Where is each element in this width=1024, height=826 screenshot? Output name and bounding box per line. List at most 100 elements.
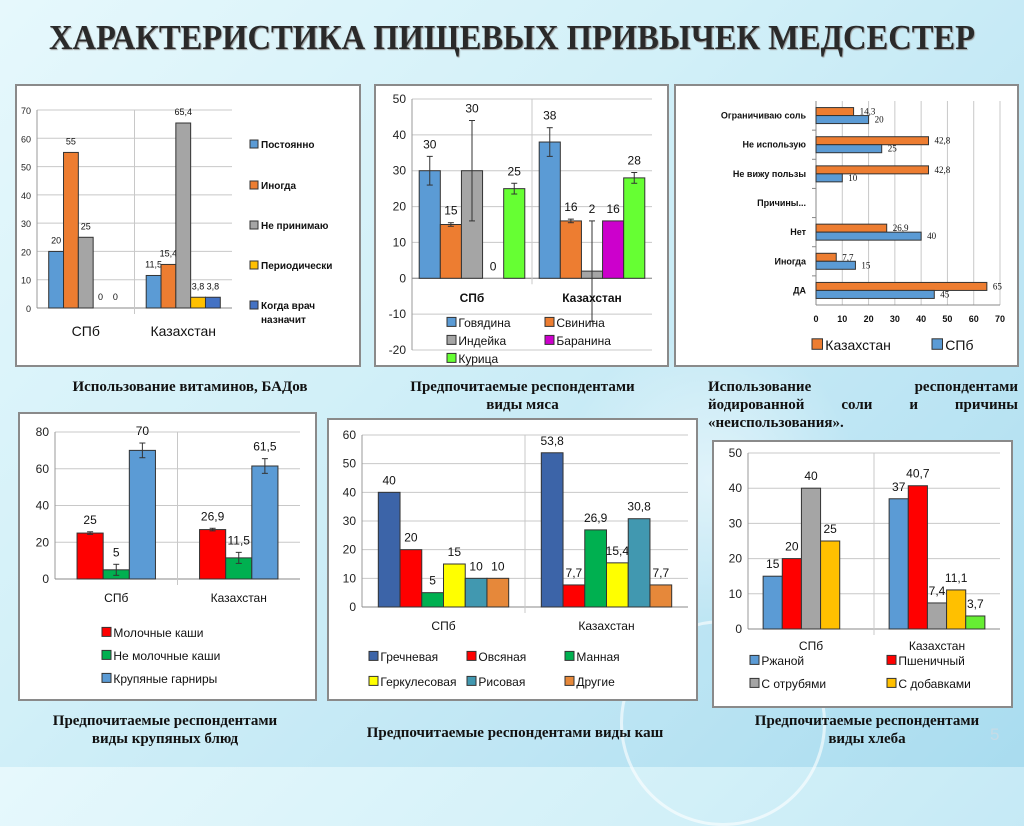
vitamins-bar	[175, 122, 192, 309]
salt-data-label: 15	[861, 260, 871, 270]
meat-data-label: 16	[606, 202, 620, 216]
salt-category-label: Нет	[790, 227, 806, 237]
vitamins-bar	[160, 263, 177, 309]
bread-ytick-label: 0	[735, 622, 742, 636]
porridge-data-label: 30,8	[627, 500, 651, 514]
vitamins-legend-label-cont: назначит	[261, 315, 306, 326]
porridge-bar	[649, 584, 673, 608]
meat-data-label: 0	[490, 259, 497, 273]
salt-category-label: Не вижу пользы	[733, 169, 806, 179]
bread-bar	[926, 602, 948, 630]
chart-box-bread	[712, 440, 1013, 708]
meat-legend-label: Курица	[458, 352, 498, 366]
salt-bar	[815, 231, 922, 241]
bread-bar	[965, 615, 986, 630]
meat-legend-swatch	[446, 352, 457, 363]
porridge-bar	[486, 577, 510, 608]
bread-legend-swatch	[749, 677, 760, 688]
meat-category-label: Казахстан	[562, 291, 622, 305]
vitamins-data-label: 15,4	[160, 248, 178, 258]
meat-data-label: 30	[465, 102, 479, 116]
bread-legend-label: Пшеничный	[898, 654, 964, 668]
vitamins-ytick-label: 70	[21, 106, 31, 116]
porridge-bar	[562, 584, 586, 608]
cereal_dishes-bar	[251, 465, 279, 580]
caption-cereal-line1: Предпочитаемые респондентами	[52, 713, 278, 729]
porridge-bar	[464, 577, 488, 608]
porridge-bar	[584, 529, 607, 608]
salt-legend-swatch	[931, 338, 943, 350]
salt-data-label: 40	[927, 231, 937, 241]
meat-data-label: 28	[628, 154, 642, 168]
porridge-legend-swatch	[466, 650, 477, 661]
salt-xtick-label: 60	[969, 314, 979, 324]
caption-porridge: Предпочитаемые респондентами виды каш	[366, 725, 664, 741]
bread-bar	[907, 485, 928, 630]
vitamins-data-label: 65,4	[174, 107, 192, 117]
salt-bar	[815, 144, 883, 154]
bread-data-label: 15	[766, 557, 780, 571]
salt-xtick-label: 0	[813, 314, 818, 324]
porridge-data-label: 5	[429, 574, 436, 588]
vitamins-category-label: СПб	[72, 323, 100, 339]
porridge-legend-swatch	[564, 650, 575, 661]
porridge-bar	[399, 549, 423, 608]
meat-data-label: 30	[423, 137, 437, 151]
cereal_dishes-ytick-label: 0	[42, 572, 49, 586]
meat-ytick-label: 20	[393, 200, 407, 214]
porridge-data-label: 10	[469, 559, 483, 573]
meat-bar	[623, 177, 646, 279]
salt-category-label: Не использую	[743, 140, 807, 150]
meat-legend-swatch	[446, 316, 457, 327]
meat-ytick-label: 40	[393, 128, 407, 142]
porridge-ytick-label: 50	[343, 457, 357, 471]
meat-legend-swatch	[544, 334, 555, 345]
salt-legend-swatch	[811, 338, 823, 350]
porridge-data-label: 26,9	[584, 511, 608, 525]
porridge-legend-label: Гречневая	[380, 650, 438, 664]
salt-data-label: 7,7	[842, 252, 854, 262]
porridge-ytick-label: 30	[343, 514, 357, 528]
porridge-bar	[377, 491, 401, 608]
bread-bar	[800, 487, 822, 630]
salt-data-label: 42,8	[935, 165, 951, 175]
salt-xtick-label: 20	[864, 314, 874, 324]
salt-data-label: 25	[888, 144, 898, 154]
porridge-data-label: 7,7	[652, 566, 669, 580]
salt-xtick-label: 50	[942, 314, 952, 324]
vitamins-legend-swatch	[249, 300, 259, 310]
caption-bread-line1: Предпочитаемые респондентами	[754, 713, 980, 729]
porridge-legend-swatch	[564, 675, 575, 686]
bread-bar	[781, 558, 802, 630]
vitamins-ytick-label: 50	[21, 163, 31, 173]
meat-bar	[559, 220, 582, 279]
salt-data-label: 14,3	[860, 107, 876, 117]
cereal_dishes-data-label: 61,5	[253, 440, 277, 454]
caption-cereal-dishes: Предпочитаемые респондентами виды крупян…	[20, 712, 310, 748]
bread-data-label: 25	[823, 522, 837, 536]
meat-bar	[602, 220, 625, 279]
porridge-data-label: 40	[382, 473, 396, 487]
porridge-ytick-label: 20	[343, 543, 357, 557]
salt-bar	[815, 107, 855, 117]
vitamins-legend-swatch	[249, 139, 259, 149]
bread-bar	[762, 575, 783, 630]
cereal_dishes-category-label: СПб	[104, 591, 128, 605]
cereal_dishes-bar	[128, 449, 156, 580]
cereal_dishes-data-label: 70	[136, 424, 150, 438]
salt-category-label: Ограничиваю соль	[721, 111, 807, 121]
bread-data-label: 40,7	[906, 467, 930, 481]
meat-data-label: 38	[543, 109, 557, 123]
vitamins-bar	[63, 151, 79, 309]
cereal_dishes-ytick-label: 40	[36, 499, 50, 513]
vitamins-category-label: Казахстан	[150, 323, 216, 339]
salt-xtick-label: 70	[995, 314, 1005, 324]
vitamins-legend-label: Когда врач	[261, 301, 315, 312]
salt-data-label: 20	[875, 115, 885, 125]
salt-category-label: Причины...	[757, 198, 806, 208]
salt-bar	[815, 252, 837, 262]
porridge-legend-swatch	[466, 675, 477, 686]
salt-bar	[815, 223, 888, 233]
salt-data-label: 65	[993, 281, 1003, 291]
vitamins-ytick-label: 10	[21, 276, 31, 286]
